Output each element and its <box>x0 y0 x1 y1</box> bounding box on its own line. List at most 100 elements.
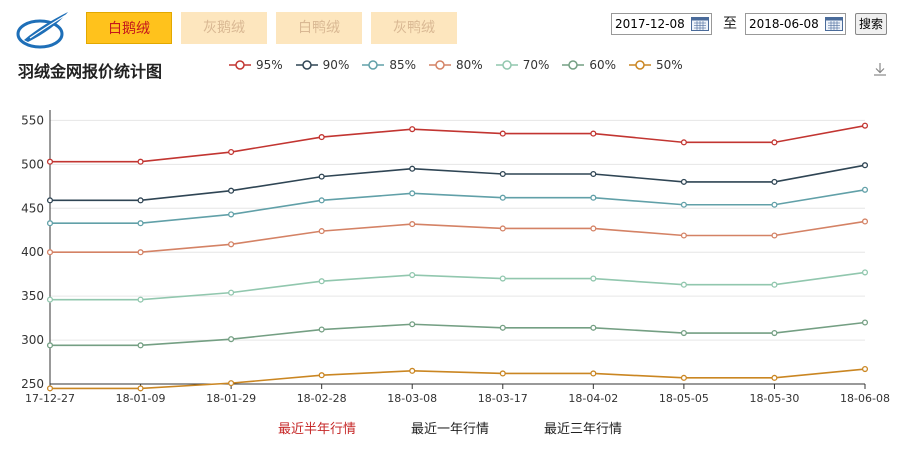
data-point <box>861 319 869 326</box>
y-tick-label: 500 <box>21 157 44 171</box>
legend-label: 95% <box>256 58 283 72</box>
data-point <box>228 336 235 343</box>
data-point <box>228 187 235 194</box>
data-point <box>590 194 597 201</box>
legend-label: 90% <box>322 58 350 72</box>
data-point <box>318 228 325 235</box>
data-point <box>409 367 416 374</box>
data-point <box>590 225 597 232</box>
x-tick-label: 17-12-27 <box>25 392 75 405</box>
data-point <box>137 158 144 165</box>
x-tick-label: 18-03-08 <box>387 392 437 405</box>
data-point <box>499 225 506 232</box>
legend-item[interactable]: 50% <box>628 58 683 72</box>
data-point <box>680 201 687 208</box>
data-point <box>590 275 597 282</box>
data-point <box>771 281 778 288</box>
data-point <box>861 122 869 129</box>
data-point <box>46 296 54 303</box>
x-tick-label: 18-01-29 <box>206 392 256 405</box>
legend-item[interactable]: 80% <box>428 58 483 72</box>
data-point <box>590 370 597 377</box>
data-point <box>137 220 144 227</box>
chart-title: 羽绒金网报价统计图 <box>18 62 163 81</box>
tab-white-duck-down[interactable]: 白鸭绒 <box>276 12 362 44</box>
legend-swatch-icon <box>429 60 452 70</box>
legend-label: 60% <box>589 58 617 72</box>
data-point <box>46 158 54 165</box>
data-point <box>318 197 325 204</box>
calendar-icon[interactable] <box>825 17 843 31</box>
legend-item[interactable]: 85% <box>361 58 416 72</box>
data-point <box>46 249 54 256</box>
data-point <box>680 281 687 288</box>
data-point <box>137 249 144 256</box>
half-year-link[interactable]: 最近半年行情 <box>278 422 357 437</box>
search-button[interactable]: 搜索 <box>855 13 887 35</box>
data-point <box>680 232 687 239</box>
data-point <box>499 324 506 331</box>
legend-swatch-icon <box>629 60 652 70</box>
data-point <box>318 134 325 141</box>
three-year-link[interactable]: 最近三年行情 <box>544 422 623 437</box>
x-tick-label: 18-05-05 <box>659 392 709 405</box>
data-point <box>318 278 325 285</box>
data-point <box>409 271 416 279</box>
x-tick-label: 18-06-08 <box>840 392 890 405</box>
data-point <box>228 241 235 248</box>
data-point <box>590 324 597 331</box>
tab-white-goose-down[interactable]: 白鹅绒 <box>86 12 172 44</box>
start-date-input[interactable]: 2017-12-08 <box>611 13 712 35</box>
data-point <box>861 162 869 169</box>
data-point <box>137 296 144 303</box>
chart-legend: 95% 90% 85% 80% 70% 60% 50% <box>228 58 695 72</box>
legend-swatch-icon <box>562 60 585 70</box>
y-tick-label: 400 <box>21 245 44 259</box>
series-line <box>50 164 866 202</box>
legend-swatch-icon <box>229 60 251 70</box>
data-point <box>137 342 144 349</box>
data-point <box>137 385 144 392</box>
data-point <box>590 170 597 178</box>
legend-item[interactable]: 90% <box>295 58 350 72</box>
series-line <box>50 189 866 224</box>
data-point <box>680 329 687 337</box>
legend-item[interactable]: 70% <box>495 58 549 72</box>
feather-logo-icon <box>16 12 68 49</box>
data-point <box>771 178 778 185</box>
y-tick-label: 450 <box>21 201 44 215</box>
data-point <box>318 173 325 180</box>
download-icon[interactable] <box>872 61 888 77</box>
end-date-value: 2018-06-08 <box>749 17 819 31</box>
legend-swatch-icon <box>495 60 518 70</box>
data-point <box>46 220 54 227</box>
series-line <box>50 368 866 390</box>
legend-label: 80% <box>456 58 483 72</box>
end-date-input[interactable]: 2018-06-08 <box>745 13 846 35</box>
data-point <box>318 326 325 333</box>
x-tick-label: 18-01-09 <box>116 392 166 405</box>
series-line <box>50 271 866 301</box>
data-point <box>499 370 506 377</box>
one-year-link[interactable]: 最近一年行情 <box>411 422 490 437</box>
legend-swatch-icon <box>295 60 318 70</box>
calendar-icon[interactable] <box>691 17 709 31</box>
data-point <box>137 197 144 204</box>
data-point <box>499 194 506 201</box>
x-tick-label: 18-02-28 <box>297 392 347 405</box>
data-point <box>409 165 416 172</box>
tab-grey-goose-down[interactable]: 灰鹅绒 <box>181 12 267 44</box>
data-point <box>861 269 869 276</box>
data-point <box>46 385 54 392</box>
legend-item[interactable]: 95% <box>228 58 283 72</box>
tab-grey-duck-down[interactable]: 灰鸭绒 <box>371 12 457 44</box>
y-tick-label: 350 <box>21 289 44 303</box>
data-point <box>771 232 778 239</box>
legend-item[interactable]: 60% <box>561 58 616 72</box>
data-point <box>409 190 416 197</box>
y-tick-label: 550 <box>21 113 44 127</box>
data-point <box>861 218 869 225</box>
data-point <box>861 186 869 193</box>
data-point <box>680 178 687 185</box>
